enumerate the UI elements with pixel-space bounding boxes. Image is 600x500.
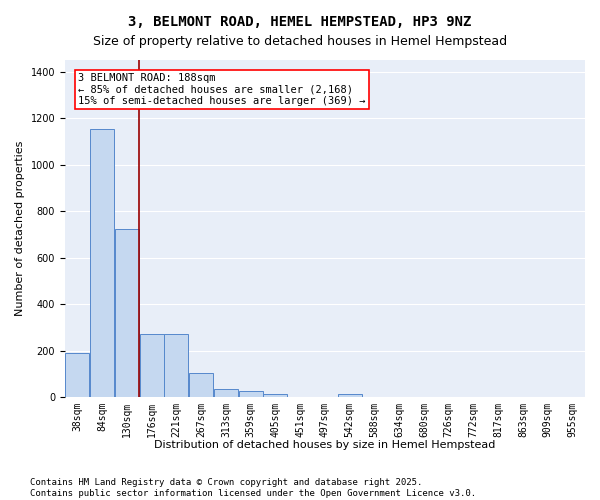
- Bar: [338, 394, 362, 397]
- Text: 3, BELMONT ROAD, HEMEL HEMPSTEAD, HP3 9NZ: 3, BELMONT ROAD, HEMEL HEMPSTEAD, HP3 9N…: [128, 15, 472, 29]
- Bar: [263, 394, 287, 397]
- Text: Contains HM Land Registry data © Crown copyright and database right 2025.
Contai: Contains HM Land Registry data © Crown c…: [30, 478, 476, 498]
- Bar: [189, 372, 213, 397]
- Bar: [239, 391, 263, 397]
- Y-axis label: Number of detached properties: Number of detached properties: [15, 141, 25, 316]
- Bar: [65, 353, 89, 397]
- X-axis label: Distribution of detached houses by size in Hemel Hempstead: Distribution of detached houses by size …: [154, 440, 496, 450]
- Bar: [115, 228, 139, 397]
- Bar: [214, 389, 238, 397]
- Bar: [140, 334, 164, 397]
- Text: 3 BELMONT ROAD: 188sqm
← 85% of detached houses are smaller (2,168)
15% of semi-: 3 BELMONT ROAD: 188sqm ← 85% of detached…: [78, 73, 365, 106]
- Bar: [90, 128, 114, 397]
- Text: Size of property relative to detached houses in Hemel Hempstead: Size of property relative to detached ho…: [93, 35, 507, 48]
- Bar: [164, 334, 188, 397]
